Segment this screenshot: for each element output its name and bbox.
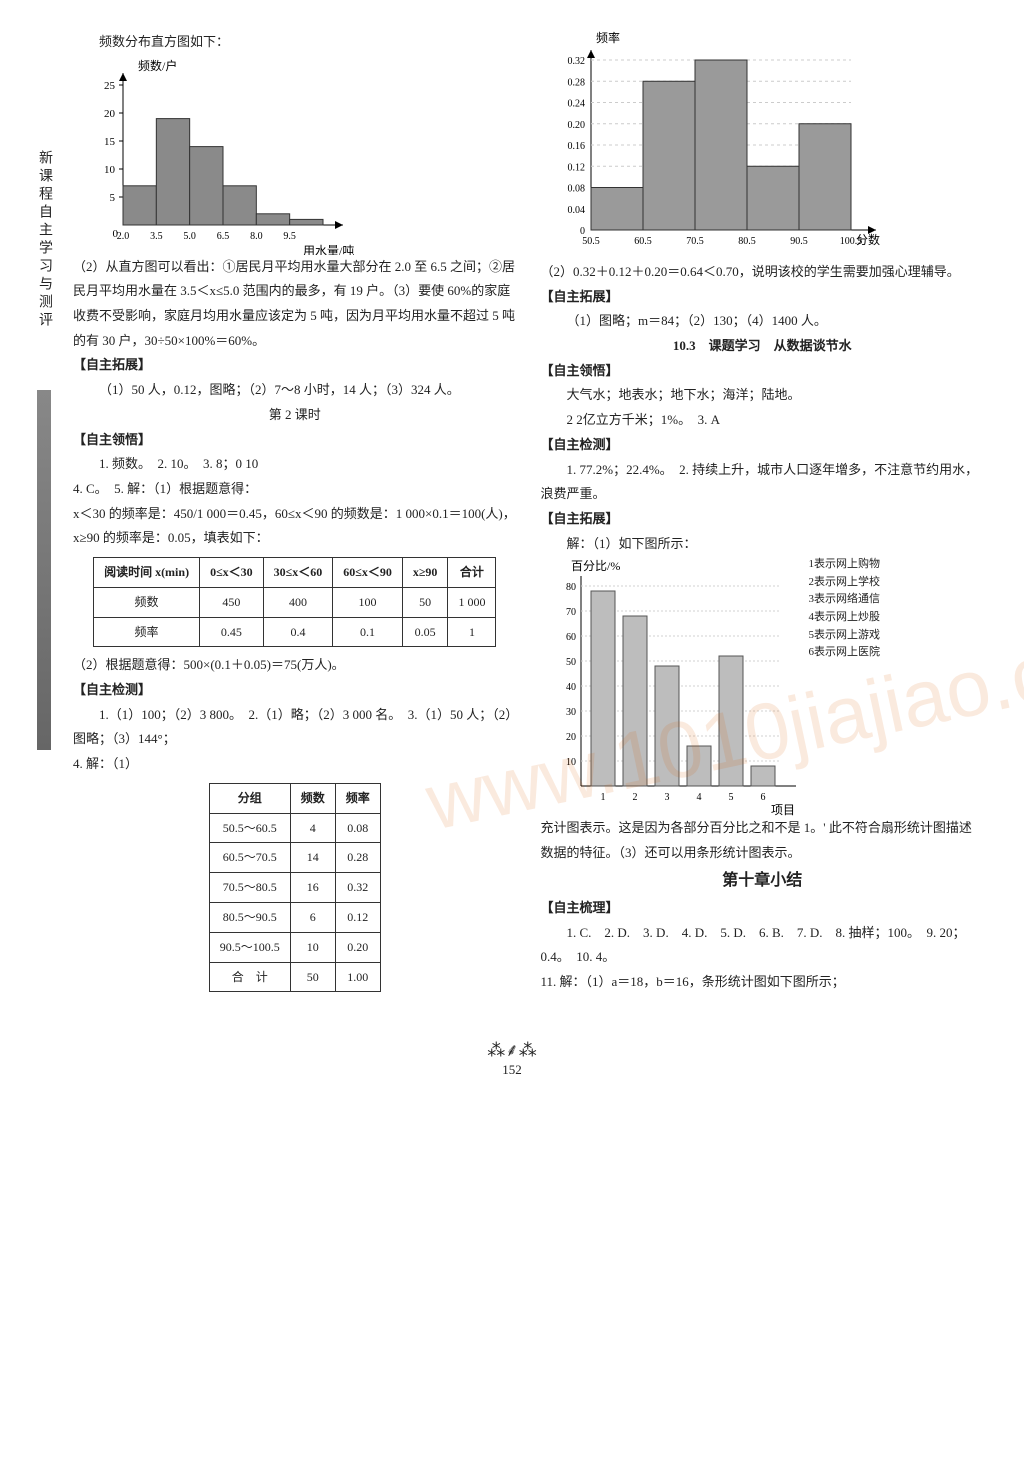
text: 1.（1）100；（2）3 800。 2.（1）略；（2）3 000 名。 3.… bbox=[73, 703, 517, 752]
right-column: 0.04 0.08 0.12 0.16 0.20 0.24 0.28 0.32 50.5 60.5… bbox=[541, 30, 985, 998]
svg-text:30: 30 bbox=[566, 707, 576, 718]
text: 大气水；地表水；地下水；海洋；陆地。 bbox=[541, 383, 985, 408]
svg-text:0.08: 0.08 bbox=[567, 184, 585, 195]
text: （1）图略；m＝84；（2）130；（4）1400 人。 bbox=[541, 309, 985, 334]
text: 解：（1）如下图所示： bbox=[541, 532, 985, 557]
svg-text:90.5: 90.5 bbox=[790, 236, 808, 247]
section-heading: 【自主检测】 bbox=[73, 678, 517, 703]
svg-text:0.24: 0.24 bbox=[567, 99, 585, 110]
section-heading: 【自主拓展】 bbox=[541, 285, 985, 310]
page-number: 152 bbox=[502, 1062, 522, 1077]
svg-text:分数: 分数 bbox=[856, 232, 880, 247]
text: 1. C. 2. D. 3. D. 4. D. 5. D. 6. B. 7. D… bbox=[541, 921, 985, 970]
svg-text:8.0: 8.0 bbox=[250, 231, 262, 242]
svg-text:3: 3 bbox=[664, 792, 669, 803]
chart-legend: 1表示网上购物2表示网上学校3表示网络通信4表示网上炒股5表示网上游戏6表示网上… bbox=[809, 556, 881, 662]
table-frequency: 分组频数频率50.5～60.540.0860.5～70.5140.2870.5～… bbox=[209, 783, 381, 993]
svg-text:用水量/吨: 用水量/吨 bbox=[303, 244, 354, 255]
svg-text:10: 10 bbox=[104, 164, 116, 176]
histogram-score: 0.04 0.08 0.12 0.16 0.20 0.24 0.28 0.32 50.5 60.5… bbox=[541, 30, 901, 260]
text: 4. C。 5. 解：（1）根据题意得： bbox=[73, 477, 517, 502]
svg-text:百分比/%: 百分比/% bbox=[571, 559, 620, 573]
svg-text:60: 60 bbox=[566, 632, 576, 643]
spine: 新课程自主学习与测评 bbox=[30, 30, 58, 998]
svg-text:40: 40 bbox=[566, 682, 576, 693]
svg-text:0.32: 0.32 bbox=[567, 56, 585, 67]
section-heading: 10.3 课题学习 从数据谈节水 bbox=[541, 334, 985, 359]
section-heading: 【自主拓展】 bbox=[73, 353, 517, 378]
footer: ⁂⸙⁂ 152 bbox=[0, 1038, 1024, 1078]
chart-row: 10 20 30 40 50 60 70 80 1 2 3 4 5 6 百分比/% 项目 1表示网上购物2表示… bbox=[541, 556, 985, 816]
section-heading: 【自主领悟】 bbox=[73, 428, 517, 453]
svg-text:3.5: 3.5 bbox=[150, 231, 163, 242]
svg-text:频率: 频率 bbox=[596, 30, 620, 45]
svg-text:项目: 项目 bbox=[771, 803, 795, 816]
svg-text:20: 20 bbox=[566, 732, 576, 743]
spine-label: 新课程自主学习与测评 bbox=[34, 150, 54, 330]
svg-text:80.5: 80.5 bbox=[738, 236, 756, 247]
svg-text:9.5: 9.5 bbox=[283, 231, 296, 242]
svg-text:0.20: 0.20 bbox=[567, 120, 585, 131]
section-heading: 【自主梳理】 bbox=[541, 896, 985, 921]
svg-text:70: 70 bbox=[566, 607, 576, 618]
text: （2）从直方图可以看出：①居民月平均用水量大部分在 2.0 至 6.5 之间；②… bbox=[73, 255, 517, 354]
svg-text:80: 80 bbox=[566, 582, 576, 593]
spine-bar bbox=[37, 390, 51, 750]
page: 新课程自主学习与测评 频数分布直方图如下： 5101520252.03.55.0… bbox=[0, 0, 1024, 998]
svg-text:1: 1 bbox=[600, 792, 605, 803]
columns: 频数分布直方图如下： 5101520252.03.55.06.58.09.5频数… bbox=[73, 30, 984, 998]
histogram-water-usage: 5 10 15 20 25 2.0 3.5 5.0 6.5 8.0 9.5 频数/户用水量/吨 0 bbox=[73, 55, 373, 255]
text: （2）0.32＋0.12＋0.20＝0.64＜0.70，说明该校的学生需要加强心… bbox=[541, 260, 985, 285]
svg-text:0.16: 0.16 bbox=[567, 141, 585, 152]
text: 1. 77.2%；22.4%。 2. 持续上升，城市人口逐年增多，不注意节约用水… bbox=[541, 458, 985, 507]
svg-text:6.5: 6.5 bbox=[217, 231, 230, 242]
svg-text:60.5: 60.5 bbox=[634, 236, 652, 247]
svg-text:6: 6 bbox=[760, 792, 765, 803]
svg-text:5: 5 bbox=[728, 792, 733, 803]
section-heading: 【自主检测】 bbox=[541, 433, 985, 458]
text: 11. 解：（1）a＝18，b＝16，条形统计图如下图所示； bbox=[541, 970, 985, 995]
chapter-heading: 第十章小结 bbox=[541, 866, 985, 896]
svg-text:2: 2 bbox=[632, 792, 637, 803]
svg-text:5.0: 5.0 bbox=[183, 231, 196, 242]
text: 2 2亿立方千米；1%。 3. A bbox=[541, 408, 985, 433]
svg-text:50: 50 bbox=[566, 657, 576, 668]
text: x＜30 的频率是：450/1 000＝0.45，60≤x＜90 的频数是：1 … bbox=[73, 502, 517, 551]
svg-text:0: 0 bbox=[113, 228, 119, 240]
section-heading: 【自主领悟】 bbox=[541, 359, 985, 384]
table-reading-time: 阅读时间 x(min)0≤x＜3030≤x＜6060≤x＜90x≥90合计频数4… bbox=[93, 557, 496, 647]
lesson-heading: 第 2 课时 bbox=[73, 403, 517, 428]
svg-text:25: 25 bbox=[104, 80, 116, 92]
svg-text:0: 0 bbox=[580, 226, 585, 237]
svg-text:15: 15 bbox=[104, 136, 116, 148]
svg-text:0.12: 0.12 bbox=[567, 162, 585, 173]
bar-chart-internet: 10 20 30 40 50 60 70 80 1 2 3 4 5 6 百分比/% 项目 bbox=[541, 556, 801, 816]
svg-text:频数/户: 频数/户 bbox=[138, 58, 177, 73]
text: （2）根据题意得：500×(0.1＋0.05)＝75(万人)。 bbox=[73, 653, 517, 678]
section-heading: 【自主拓展】 bbox=[541, 507, 985, 532]
svg-text:4: 4 bbox=[696, 792, 701, 803]
svg-text:2.0: 2.0 bbox=[117, 231, 130, 242]
text: 4. 解：（1） bbox=[73, 752, 517, 777]
svg-text:70.5: 70.5 bbox=[686, 236, 704, 247]
svg-text:0.28: 0.28 bbox=[567, 77, 585, 88]
svg-text:20: 20 bbox=[104, 108, 116, 120]
svg-text:10: 10 bbox=[566, 757, 576, 768]
text: 1. 频数。 2. 10。 3. 8；0 10 bbox=[73, 452, 517, 477]
svg-text:5: 5 bbox=[110, 192, 116, 204]
left-column: 频数分布直方图如下： 5 10 15 20 25 2.0 3.5 5.0 6.5 8.0 9.5 频数… bbox=[73, 30, 517, 998]
svg-text:50.5: 50.5 bbox=[582, 236, 600, 247]
text: 频数分布直方图如下： bbox=[73, 30, 517, 55]
svg-text:0.04: 0.04 bbox=[567, 205, 585, 216]
text: （1）50 人，0.12，图略；（2）7～8 小时，14 人；（3）324 人。 bbox=[73, 378, 517, 403]
text: 充计图表示。这是因为各部分百分比之和不是 1。' 此不符合扇形统计图描述数据的特… bbox=[541, 816, 985, 865]
ornament-icon: ⁂⸙⁂ bbox=[487, 1040, 537, 1060]
